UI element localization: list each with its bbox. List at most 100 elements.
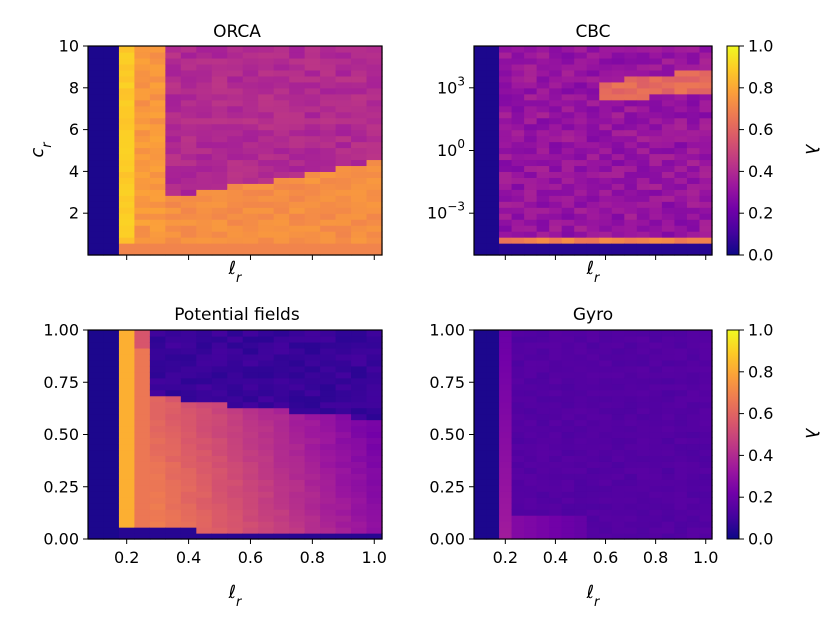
- heatmap-cell: [320, 359, 337, 367]
- x-axis-label: ℓr: [586, 258, 601, 286]
- heatmap-cell: [258, 135, 275, 143]
- heatmap-cell: [227, 75, 244, 83]
- heatmap-cell: [289, 335, 306, 343]
- heatmap-cell: [561, 353, 575, 361]
- heatmap-cell: [211, 347, 228, 355]
- heatmap-cell: [599, 63, 613, 71]
- heatmap-cell: [499, 46, 513, 53]
- heatmap-cell: [574, 533, 588, 540]
- heatmap-cell: [273, 395, 290, 403]
- heatmap-cell: [165, 431, 182, 439]
- heatmap-cell: [134, 141, 151, 149]
- heatmap-cell: [258, 473, 275, 480]
- heatmap-cell: [624, 359, 638, 367]
- heatmap-cell: [511, 93, 525, 101]
- heatmap-cell: [273, 413, 290, 421]
- heatmap-cell: [165, 129, 182, 137]
- heatmap-cell: [549, 353, 563, 361]
- heatmap-cell: [227, 201, 244, 208]
- heatmap-cell: [561, 195, 575, 202]
- heatmap-cell: [599, 449, 613, 456]
- heatmap-cell: [273, 515, 290, 522]
- heatmap-cell: [165, 213, 182, 220]
- heatmap-cell: [273, 521, 290, 528]
- heatmap-cell: [289, 383, 306, 391]
- heatmap-cell: [196, 237, 213, 244]
- heatmap-cell: [366, 473, 383, 480]
- heatmap-cell: [211, 201, 228, 208]
- heatmap-cell: [180, 371, 197, 379]
- heatmap-cell: [304, 63, 321, 71]
- heatmap-cell: [674, 75, 688, 83]
- heatmap-cell: [351, 449, 368, 456]
- heatmap-cell: [118, 57, 136, 65]
- heatmap-cell: [165, 527, 182, 534]
- heatmap-cell: [674, 105, 688, 113]
- heatmap-cell: [211, 527, 228, 534]
- heatmap-cell: [511, 243, 525, 250]
- heatmap-cell: [88, 99, 105, 107]
- heatmap-cell: [574, 81, 588, 89]
- heatmap-cell: [474, 159, 488, 167]
- heatmap-cell: [511, 491, 525, 498]
- heatmap-cell: [511, 171, 525, 178]
- heatmap-cell: [165, 341, 182, 349]
- heatmap-cell: [611, 461, 625, 468]
- heatmap-cell: [636, 171, 650, 178]
- heatmap-cell: [474, 183, 488, 190]
- heatmap-cell: [536, 183, 550, 190]
- heatmap-cell: [227, 171, 244, 178]
- heatmap-cell: [599, 461, 613, 468]
- heatmap-cell: [524, 46, 538, 53]
- heatmap-cell: [149, 377, 166, 385]
- heatmap-cell: [304, 123, 321, 131]
- heatmap-cell: [499, 225, 513, 232]
- heatmap-cell: [320, 57, 337, 65]
- heatmap-cell: [474, 189, 488, 196]
- heatmap-cell: [134, 117, 151, 125]
- heatmap-cell: [611, 419, 625, 427]
- heatmap-cell: [366, 497, 383, 504]
- heatmap-cell: [536, 527, 550, 534]
- heatmap-cell: [699, 377, 713, 385]
- heatmap-cell: [351, 99, 368, 107]
- heatmap-cell: [549, 431, 563, 439]
- heatmap-cell: [611, 449, 625, 456]
- heatmap-cell: [511, 201, 525, 208]
- heatmap-cell: [561, 533, 575, 540]
- heatmap-cell: [549, 497, 563, 504]
- heatmap-cell: [366, 437, 383, 445]
- heatmap-cell: [320, 63, 337, 71]
- heatmap-cell: [586, 243, 600, 250]
- heatmap-cell: [180, 401, 197, 409]
- heatmap-cell: [586, 153, 600, 161]
- heatmap-cell: [304, 527, 321, 534]
- heatmap-cell: [674, 353, 688, 361]
- heatmap-cell: [611, 377, 625, 385]
- heatmap-cell: [586, 201, 600, 208]
- heatmap-cell: [611, 479, 625, 486]
- heatmap-cell: [273, 213, 290, 220]
- heatmap-cell: [165, 123, 182, 131]
- heatmap-cell: [118, 371, 136, 379]
- heatmap-cell: [486, 147, 500, 155]
- heatmap-cell: [227, 413, 244, 421]
- y-tick-label: 8: [69, 78, 79, 97]
- heatmap-cell: [524, 243, 538, 250]
- heatmap-cell: [686, 497, 701, 504]
- heatmap-cell: [335, 395, 352, 403]
- heatmap-cell: [699, 521, 713, 528]
- heatmap-cell: [242, 57, 259, 65]
- heatmap-cell: [118, 243, 136, 250]
- heatmap-cell: [134, 177, 151, 184]
- heatmap-cell: [227, 437, 244, 445]
- heatmap-cell: [227, 461, 244, 468]
- heatmap-cell: [524, 497, 538, 504]
- heatmap-cell: [180, 330, 197, 337]
- heatmap-cell: [366, 57, 383, 65]
- heatmap-cell: [611, 383, 625, 391]
- heatmap-cell: [180, 57, 197, 65]
- heatmap-cell: [511, 69, 525, 77]
- heatmap-cell: [474, 225, 488, 232]
- heatmap-cell: [611, 443, 625, 451]
